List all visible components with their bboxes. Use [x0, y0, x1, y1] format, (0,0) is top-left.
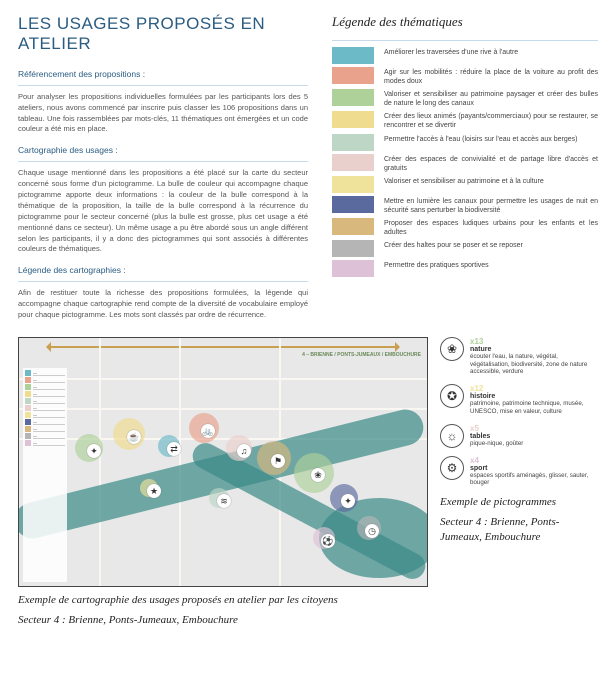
divider: [18, 85, 308, 86]
section-heading-legende: Légende des cartographies :: [18, 265, 308, 275]
theme-swatch-label: Proposer des espaces ludiques urbains po…: [384, 218, 598, 237]
map-caption-line2: Secteur 4 : Brienne, Ponts-Jumeaux, Embo…: [18, 613, 428, 627]
theme-swatch: [332, 47, 374, 64]
theme-swatch: [332, 196, 374, 213]
pictogram-group: ✪ x12histoirepatrimoine, patrimoine techn…: [440, 384, 598, 416]
pictogram-group: ⚙ x4sportespaces sportifs aménagés, gliss…: [440, 456, 598, 488]
pictogram-category: tables: [470, 433, 523, 440]
map-pictogram-icon: ♫: [237, 444, 251, 458]
pictogram-category: nature: [470, 346, 598, 353]
theme-swatch-row: Créer des espaces de convivialité et de …: [332, 154, 598, 173]
map-pictogram-icon: ≋: [217, 494, 231, 508]
usage-map: 4 – BRIENNE / PONTS-JUMEAUX / EMBOUCHURE…: [18, 337, 428, 587]
pictogram-words: écouter l'eau, la nature, végétal, végét…: [470, 353, 598, 376]
theme-swatch-row: Mettre en lumière les canaux pour permet…: [332, 196, 598, 215]
divider: [18, 161, 308, 162]
pictogram-words: patrimoine, patrimoine technique, musée,…: [470, 400, 598, 416]
theme-swatch-row: Agir sur les mobilités : réduire la plac…: [332, 67, 598, 86]
theme-swatch-label: Agir sur les mobilités : réduire la plac…: [384, 67, 598, 86]
theme-swatch-row: Créer des haltes pour se poser et se rep…: [332, 240, 598, 257]
pictogram-group: ❀ x13natureécouter l'eau, la nature, végé…: [440, 337, 598, 376]
theme-swatch: [332, 134, 374, 151]
pictogram-icon: ✪: [440, 384, 464, 408]
map-pictogram-icon: ❀: [311, 468, 325, 482]
picto-caption-line2: Secteur 4 : Brienne, Ponts-Jumeaux, Embo…: [440, 515, 598, 544]
map-pictogram-icon: ⚽: [321, 534, 335, 548]
pictogram-count: x4: [470, 456, 598, 465]
pictogram-count: x13: [470, 337, 598, 346]
theme-swatch: [332, 89, 374, 106]
pictogram-group: ☼ x5tablespique-nique, goûter: [440, 424, 598, 448]
theme-swatch: [332, 67, 374, 84]
theme-swatch: [332, 111, 374, 128]
theme-swatch: [332, 176, 374, 193]
divider: [332, 40, 598, 41]
pictogram-count: x12: [470, 384, 598, 393]
theme-swatch: [332, 240, 374, 257]
theme-swatch-row: Valoriser et sensibiliser au patrimoine …: [332, 89, 598, 108]
theme-swatch: [332, 260, 374, 277]
theme-swatch-label: Mettre en lumière les canaux pour permet…: [384, 196, 598, 215]
theme-swatch-label: Améliorer les traversées d'une rive à l'…: [384, 47, 598, 57]
section-body-legende: Afin de restituer toute la richesse des …: [18, 288, 308, 321]
section-heading-referencement: Référencement des propositions :: [18, 69, 308, 79]
theme-swatch-row: Améliorer les traversées d'une rive à l'…: [332, 47, 598, 64]
theme-swatch-label: Valoriser et sensibiliser au patrimoine …: [384, 89, 598, 108]
map-pictogram-icon: ⇄: [167, 442, 181, 456]
map-header-label: 4 – BRIENNE / PONTS-JUMEAUX / EMBOUCHURE: [302, 352, 421, 358]
theme-swatch: [332, 218, 374, 235]
pictogram-list: ❀ x13natureécouter l'eau, la nature, végé…: [440, 337, 598, 487]
theme-swatch-row: Proposer des espaces ludiques urbains po…: [332, 218, 598, 237]
map-pictogram-icon: 🚲: [201, 424, 215, 438]
theme-swatch: [332, 154, 374, 171]
theme-swatch-label: Permettre l'accès à l'eau (loisirs sur l…: [384, 134, 598, 144]
theme-swatch-row: Permettre l'accès à l'eau (loisirs sur l…: [332, 134, 598, 151]
theme-swatch-label: Créer des lieux animés (payants/commerci…: [384, 111, 598, 130]
picto-caption-line1: Exemple de pictogrammes: [440, 495, 598, 509]
map-pictogram-icon: ★: [147, 484, 161, 498]
section-body-cartographie: Chaque usage mentionné dans les proposit…: [18, 168, 308, 255]
pictogram-words: espaces sportifs aménagés, glisser, saut…: [470, 472, 598, 488]
theme-swatch-label: Permettre des pratiques sportives: [384, 260, 598, 270]
legend-title: Légende des thématiques: [332, 14, 598, 30]
theme-swatch-row: Permettre des pratiques sportives: [332, 260, 598, 277]
pictogram-icon: ❀: [440, 337, 464, 361]
pictogram-words: pique-nique, goûter: [470, 440, 523, 448]
map-arrow: [49, 346, 397, 348]
map-pictogram-icon: ☕: [127, 430, 141, 444]
map-pictogram-icon: ✦: [87, 444, 101, 458]
pictogram-category: sport: [470, 465, 598, 472]
theme-swatch-label: Créer des espaces de convivialité et de …: [384, 154, 598, 173]
section-body-referencement: Pour analyser les propositions individue…: [18, 92, 308, 136]
pictogram-category: histoire: [470, 393, 598, 400]
section-heading-cartographie: Cartographie des usages :: [18, 145, 308, 155]
theme-swatch-label: Créer des haltes pour se poser et se rep…: [384, 240, 598, 250]
pictogram-icon: ⚙: [440, 456, 464, 480]
map-caption-line1: Exemple de cartographie des usages propo…: [18, 593, 428, 607]
map-pictogram-icon: ✦: [341, 494, 355, 508]
map-pictogram-icon: ◷: [365, 524, 379, 538]
map-pictogram-icon: ⚑: [271, 454, 285, 468]
theme-swatch-row: Créer des lieux animés (payants/commerci…: [332, 111, 598, 130]
pictogram-count: x5: [470, 424, 523, 433]
theme-swatch-list: Améliorer les traversées d'une rive à l'…: [332, 47, 598, 277]
page-title: LES USAGES PROPOSÉS EN ATELIER: [18, 14, 308, 55]
pictogram-icon: ☼: [440, 424, 464, 448]
divider: [18, 281, 308, 282]
theme-swatch-label: Valoriser et sensibiliser au patrimoine …: [384, 176, 598, 186]
theme-swatch-row: Valoriser et sensibiliser au patrimoine …: [332, 176, 598, 193]
